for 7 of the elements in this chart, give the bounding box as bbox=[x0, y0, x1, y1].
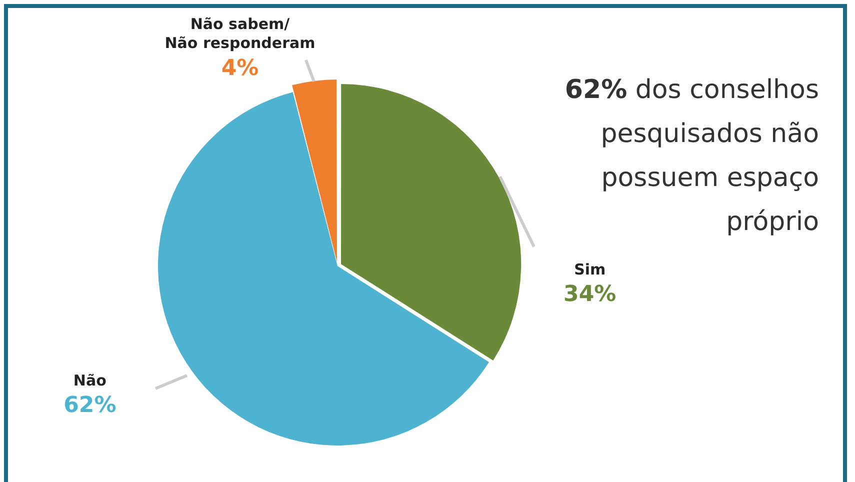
text: 62% dos conselhos pesquisados não possuem espaço próprio bbox=[564, 74, 819, 239]
slice-label: Sim bbox=[574, 260, 606, 278]
data-label: 4% bbox=[221, 56, 259, 81]
slice-label: Não sabem/ Não responderam bbox=[164, 15, 316, 52]
data-label: 62% bbox=[64, 393, 116, 418]
slice-label: Não bbox=[73, 371, 106, 390]
data-label: 34% bbox=[564, 282, 616, 308]
